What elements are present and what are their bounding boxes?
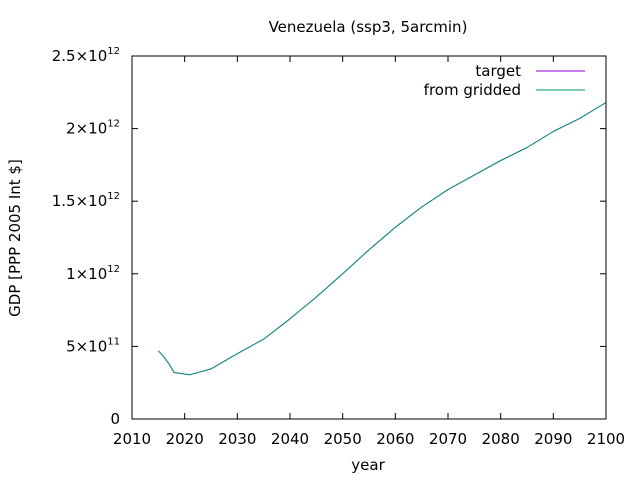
y-axis-label: GDP [PPP 2005 Int $] [6,159,24,317]
plot-area [157,102,607,376]
y-tick-mantissa: 0 [110,410,120,428]
y-tick-exponent: 12 [107,264,120,275]
x-tick-label: 2020 [166,430,204,448]
y-tick-mantissa: 1.5×10 [52,192,108,210]
y-tick-mantissa: 1×10 [66,265,107,283]
y-tick-label: 0 [110,410,120,428]
x-tick-label: 2060 [376,430,414,448]
y-tick-exponent: 12 [107,46,120,57]
legend-label: from gridded [424,81,521,99]
legend-label: target [475,62,521,80]
y-tick-mantissa: 5×10 [66,337,107,355]
x-tick-label: 2100 [587,430,625,448]
x-tick-label: 2040 [271,430,309,448]
y-tick-label: 5×1011 [66,336,120,355]
series-line-from-gridded [157,102,607,376]
y-tick-exponent: 11 [107,336,120,347]
chart-title: Venezuela (ssp3, 5arcmin) [269,18,468,36]
plot-border [131,55,607,420]
y-tick-exponent: 12 [107,191,120,202]
y-tick-label: 1×1012 [66,264,120,283]
x-axis-label: year [351,456,385,474]
y-tick-label: 1.5×1012 [52,191,120,210]
x-tick-label: 2080 [482,430,520,448]
x-tick-label: 2050 [324,430,362,448]
x-axis: 2010 2020 2030 2040 2050 2060 2070 2080 2090 2100 [113,56,625,448]
y-tick-exponent: 12 [107,119,120,130]
x-tick-label: 2090 [534,430,572,448]
y-tick-mantissa: 2.5×10 [52,47,108,65]
y-tick-label: 2×1012 [66,119,120,138]
x-tick-label: 2010 [113,430,151,448]
y-tick-mantissa: 2×10 [66,120,107,138]
y-tick-label: 2.5×1012 [52,46,120,65]
x-tick-label: 2070 [429,430,467,448]
x-tick-label: 2030 [218,430,256,448]
